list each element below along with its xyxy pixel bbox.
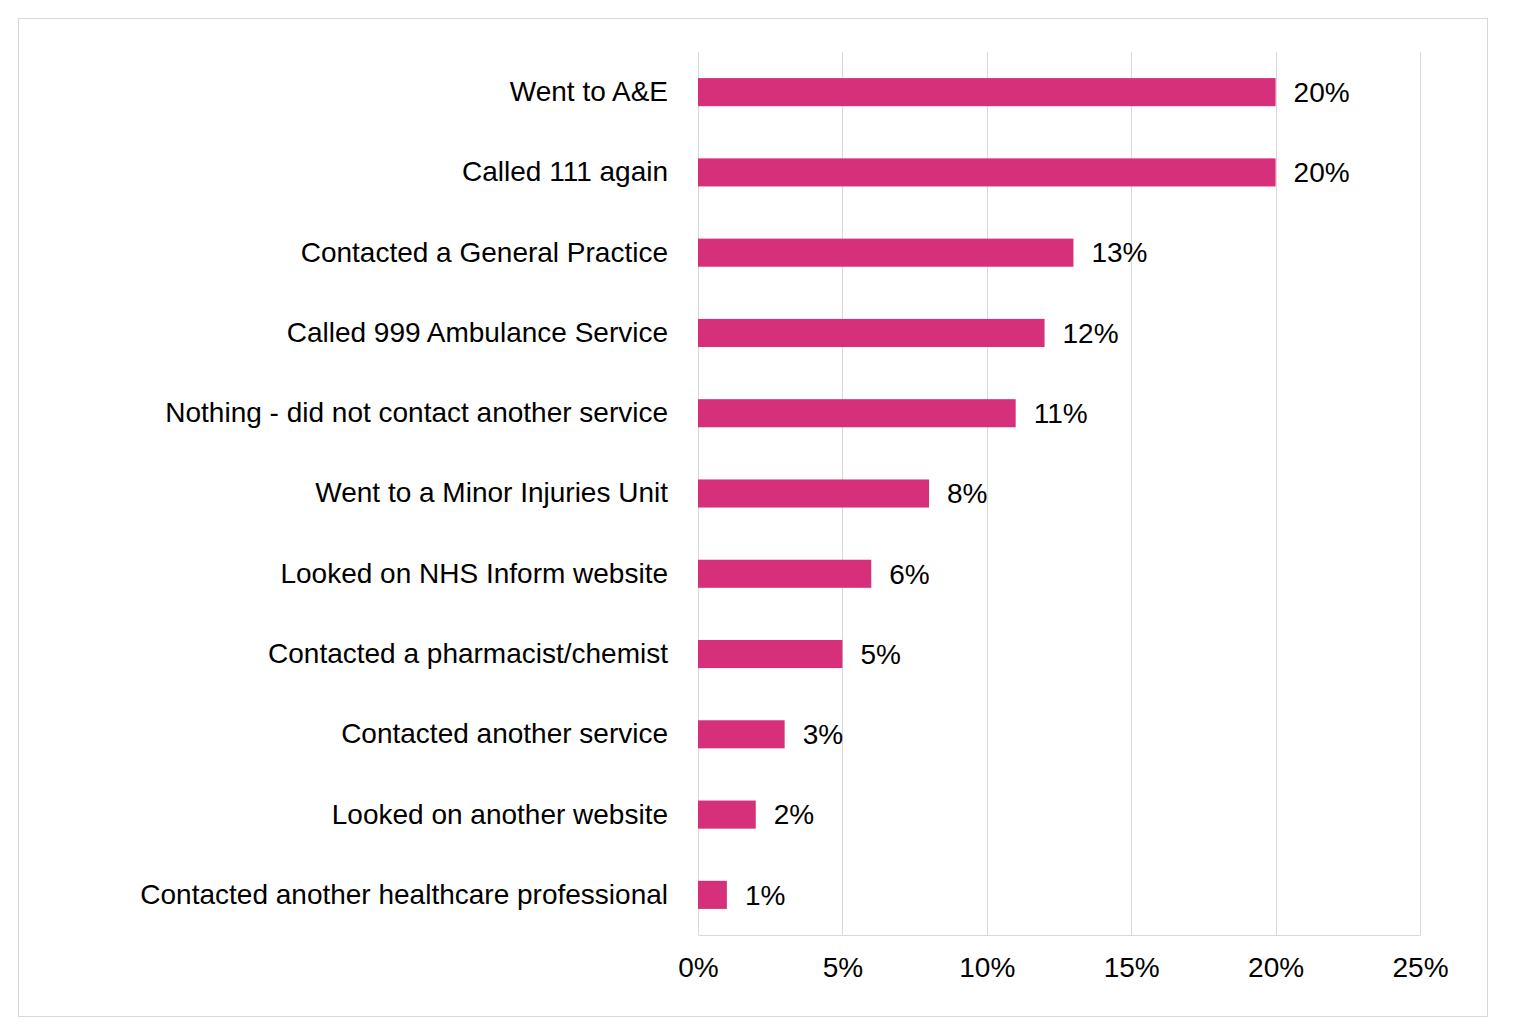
category-label: Called 111 again xyxy=(462,156,668,187)
bar xyxy=(698,479,929,507)
data-label: 3% xyxy=(803,719,843,750)
x-tick-label: 5% xyxy=(823,952,863,983)
x-tick-label: 10% xyxy=(959,952,1015,983)
x-tick: 10% xyxy=(959,935,1015,983)
bars xyxy=(698,78,1276,909)
grid xyxy=(699,52,1421,935)
x-axis: 0% 5% 10% 15% 20% 25% xyxy=(678,935,1448,983)
category-label: Contacted a General Practice xyxy=(301,237,668,268)
x-tick: 15% xyxy=(1104,935,1160,983)
bar xyxy=(698,319,1045,347)
data-label: 11% xyxy=(1034,398,1088,429)
data-label: 2% xyxy=(774,799,814,830)
category-label: Looked on NHS Inform website xyxy=(280,558,668,589)
y-tick: Looked on NHS Inform website xyxy=(280,558,668,589)
y-tick: Contacted a pharmacist/chemist xyxy=(268,638,668,669)
x-tick-label: 25% xyxy=(1392,952,1448,983)
y-tick: Looked on another website xyxy=(332,799,668,830)
x-tick: 5% xyxy=(823,935,863,983)
grid-line xyxy=(1276,52,1277,935)
data-label: 20% xyxy=(1294,157,1350,188)
bar xyxy=(698,560,871,588)
x-tick: 20% xyxy=(1248,935,1304,983)
data-label: 1% xyxy=(745,880,785,911)
y-tick: Contacted a General Practice xyxy=(301,237,668,268)
x-tick-label: 20% xyxy=(1248,952,1304,983)
y-tick: Went to a Minor Injuries Unit xyxy=(315,477,668,508)
y-tick: Went to A&E xyxy=(510,76,668,107)
bar xyxy=(698,399,1016,427)
category-label: Called 999 Ambulance Service xyxy=(287,317,668,348)
y-tick: Contacted another healthcare professiona… xyxy=(140,879,668,910)
bar xyxy=(698,881,727,909)
category-label: Contacted a pharmacist/chemist xyxy=(268,638,668,669)
bar xyxy=(698,239,1073,267)
bar xyxy=(698,801,756,829)
y-tick: Contacted another service xyxy=(341,718,668,749)
category-label: Went to A&E xyxy=(510,76,668,107)
chart: 0% 5% 10% 15% 20% 25% Went to A&E Called 111 ag… xyxy=(0,0,1520,1034)
x-tick: 25% xyxy=(1392,935,1448,983)
bar xyxy=(698,720,785,748)
bar xyxy=(698,158,1276,186)
category-label: Contacted another healthcare professiona… xyxy=(140,879,668,910)
data-label: 13% xyxy=(1091,237,1147,268)
category-label: Looked on another website xyxy=(332,799,668,830)
grid-line xyxy=(1420,52,1421,935)
y-tick: Called 999 Ambulance Service xyxy=(287,317,668,348)
bar xyxy=(698,78,1276,106)
x-tick-label: 0% xyxy=(678,952,718,983)
category-label: Went to a Minor Injuries Unit xyxy=(315,477,668,508)
data-label: 12% xyxy=(1063,318,1119,349)
data-label: 5% xyxy=(860,639,900,670)
data-label: 20% xyxy=(1294,77,1350,108)
chart-frame xyxy=(19,19,1488,1017)
data-label: 8% xyxy=(947,478,987,509)
y-axis: Went to A&E Called 111 again Contacted a G… xyxy=(140,76,668,910)
data-labels: 20% 20% 13% 12% 11% 8% 6% 5% 3% 2% 1% xyxy=(745,77,1350,911)
x-axis-line xyxy=(699,935,1421,936)
category-label: Nothing - did not contact another servic… xyxy=(165,397,668,428)
bar xyxy=(698,640,842,668)
x-tick: 0% xyxy=(678,935,718,983)
x-tick-label: 15% xyxy=(1104,952,1160,983)
y-tick: Nothing - did not contact another servic… xyxy=(165,397,668,428)
y-tick: Called 111 again xyxy=(462,156,668,187)
data-label: 6% xyxy=(889,559,929,590)
category-label: Contacted another service xyxy=(341,718,668,749)
